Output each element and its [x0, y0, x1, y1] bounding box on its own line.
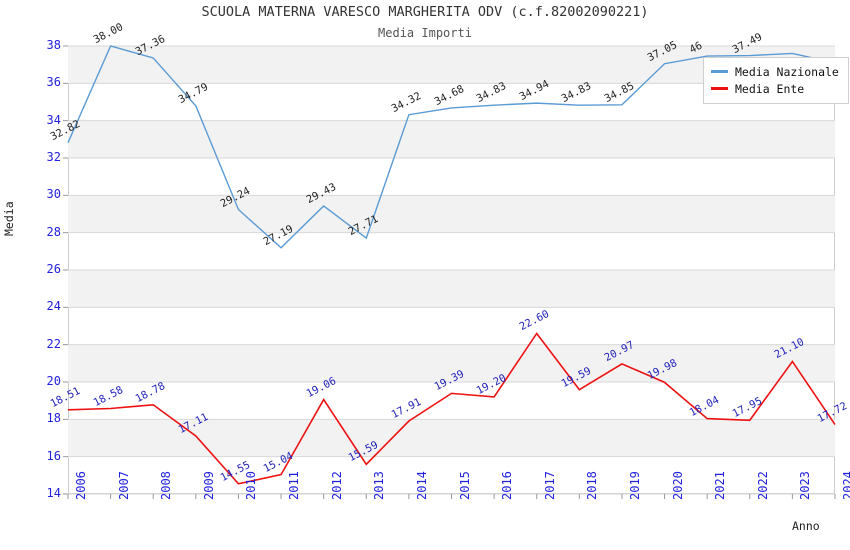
y-axis-tick: 32: [46, 150, 61, 164]
x-axis-tick: 2009: [201, 471, 216, 500]
x-axis-tick: 2010: [244, 471, 259, 500]
legend-swatch-media-nazionale: [711, 70, 728, 73]
y-axis-tick: 26: [46, 262, 61, 276]
x-axis-tick: 2021: [713, 471, 728, 500]
data-point-label: 38.00: [91, 20, 125, 46]
x-axis-tick: 2015: [457, 471, 472, 500]
x-axis-tick: 2023: [798, 471, 813, 500]
chart-title: SCUOLA MATERNA VARESCO MARGHERITA ODV (c…: [201, 4, 649, 20]
x-axis-tick: 2018: [585, 471, 600, 500]
x-axis-tick: 2008: [159, 471, 174, 500]
x-axis-tick: 2014: [414, 471, 429, 500]
y-axis-tick: 30: [46, 187, 61, 202]
x-axis-label: Anno: [792, 519, 820, 533]
y-axis-tick: 14: [46, 486, 61, 500]
x-axis-tick: 2012: [329, 471, 344, 500]
legend-item-media-ente[interactable]: Media Ente: [711, 80, 839, 97]
y-axis-label: Media: [2, 201, 16, 236]
x-axis-tick: 2006: [74, 471, 88, 500]
legend-label-media-nazionale: Media Nazionale: [735, 64, 839, 79]
legend-item-media-nazionale[interactable]: Media Nazionale: [711, 63, 839, 80]
plot-area: [63, 45, 836, 499]
y-axis-tick: 22: [46, 336, 61, 351]
x-axis-tick: 2007: [116, 471, 131, 500]
y-axis-tick: 20: [46, 374, 61, 388]
x-axis-tick: 2022: [755, 471, 770, 500]
y-axis-tick: 36: [46, 75, 61, 90]
x-axis-tick: 2017: [542, 471, 557, 500]
x-axis-tick: 2019: [627, 471, 642, 500]
y-axis-tick: 28: [46, 224, 61, 239]
x-axis-tick: 2016: [500, 471, 515, 500]
legend-swatch-media-ente: [711, 87, 728, 90]
y-axis-tick: 34: [46, 112, 61, 127]
x-axis-tick: 2011: [287, 471, 302, 500]
chart-subtitle: Media Importi: [378, 26, 472, 40]
y-axis-tick: 16: [46, 448, 61, 463]
x-axis-tick: 2013: [372, 471, 387, 500]
y-axis-tick: 18: [46, 411, 61, 426]
x-axis-tick: 2024: [841, 471, 850, 500]
chart-legend: Media Nazionale Media Ente: [703, 57, 849, 104]
y-axis-tick: 24: [46, 299, 61, 314]
y-axis-tick: 38: [46, 38, 61, 52]
legend-label-media-ente: Media Ente: [735, 81, 805, 96]
x-axis-tick: 2020: [670, 471, 685, 500]
